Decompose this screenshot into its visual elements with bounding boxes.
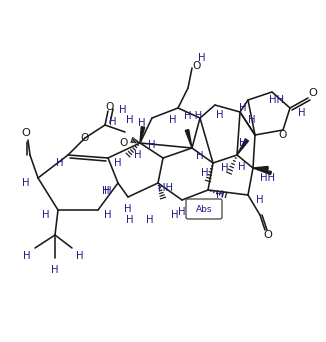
Text: H: H bbox=[216, 190, 224, 200]
Text: H: H bbox=[221, 163, 229, 173]
Text: H: H bbox=[248, 115, 256, 125]
Polygon shape bbox=[253, 168, 272, 174]
Text: HH: HH bbox=[270, 95, 285, 105]
Text: H: H bbox=[124, 204, 132, 214]
Text: H: H bbox=[22, 178, 30, 188]
Text: O: O bbox=[309, 88, 318, 98]
Polygon shape bbox=[185, 130, 192, 148]
Text: H: H bbox=[146, 215, 154, 225]
Polygon shape bbox=[237, 139, 248, 155]
Text: H: H bbox=[23, 251, 31, 261]
Text: H: H bbox=[216, 110, 224, 120]
Text: H: H bbox=[148, 140, 156, 150]
Text: H: H bbox=[239, 138, 247, 148]
Text: O: O bbox=[81, 133, 89, 143]
Text: H: H bbox=[134, 150, 142, 160]
Text: O: O bbox=[279, 130, 287, 140]
Polygon shape bbox=[140, 127, 145, 143]
Text: H: H bbox=[119, 105, 127, 115]
Text: H: H bbox=[126, 115, 134, 125]
Text: HH: HH bbox=[158, 183, 173, 193]
Text: H: H bbox=[201, 168, 209, 178]
Text: H: H bbox=[178, 207, 186, 217]
Text: H: H bbox=[171, 210, 179, 220]
Text: O: O bbox=[106, 102, 114, 112]
Text: H: H bbox=[109, 117, 117, 127]
Text: H H: H H bbox=[184, 111, 202, 121]
Text: H: H bbox=[76, 251, 84, 261]
Text: H: H bbox=[104, 210, 112, 220]
Text: H: H bbox=[238, 162, 246, 172]
Text: H: H bbox=[56, 158, 64, 168]
Text: HH: HH bbox=[260, 173, 275, 183]
Text: O: O bbox=[120, 138, 128, 148]
Text: H: H bbox=[104, 186, 112, 196]
Text: H: H bbox=[169, 115, 177, 125]
FancyBboxPatch shape bbox=[186, 199, 222, 219]
Text: H: H bbox=[198, 53, 206, 63]
Text: H: H bbox=[256, 195, 264, 205]
Text: H: H bbox=[196, 151, 204, 161]
Text: H: H bbox=[138, 118, 146, 128]
Text: O: O bbox=[263, 230, 273, 240]
Text: H: H bbox=[102, 186, 110, 196]
Text: H: H bbox=[42, 210, 50, 220]
Text: H: H bbox=[298, 108, 306, 118]
Text: O: O bbox=[22, 128, 30, 138]
Text: H: H bbox=[114, 158, 122, 168]
Text: H: H bbox=[51, 265, 59, 275]
Text: O: O bbox=[192, 61, 200, 71]
Text: H: H bbox=[126, 215, 134, 225]
Polygon shape bbox=[253, 167, 268, 170]
Text: H: H bbox=[239, 103, 247, 113]
Text: Abs: Abs bbox=[196, 205, 212, 213]
Text: H: H bbox=[191, 208, 199, 218]
